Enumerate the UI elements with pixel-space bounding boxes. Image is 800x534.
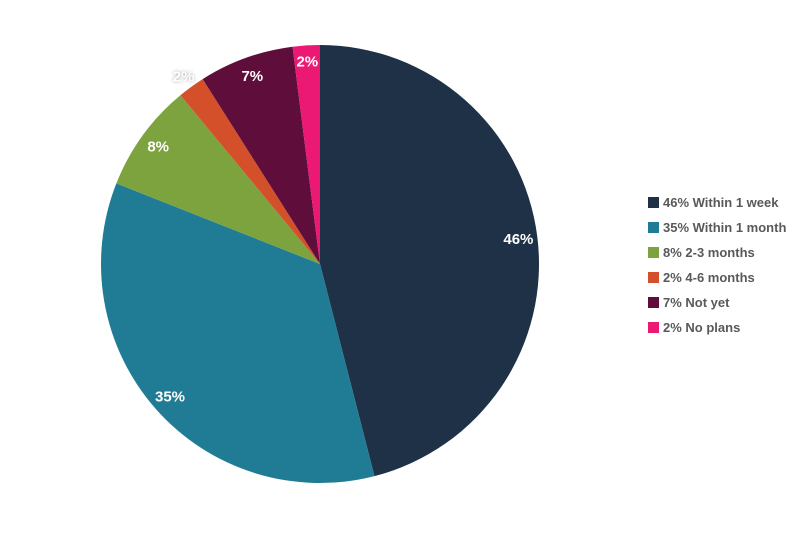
legend-item: 46% Within 1 week: [648, 195, 786, 210]
slice-label-within-1-week: 46%: [503, 231, 533, 248]
legend-swatch-icon: [648, 222, 659, 233]
legend-item: 8% 2-3 months: [648, 245, 786, 260]
legend-swatch-icon: [648, 322, 659, 333]
legend-label: 2% No plans: [663, 320, 741, 335]
slice-label-not-yet: 7%: [241, 68, 263, 85]
pie-slice-no-plans: [292, 45, 320, 264]
legend-label: 46% Within 1 week: [663, 195, 779, 210]
legend-swatch-icon: [648, 197, 659, 208]
legend-label: 7% Not yet: [663, 295, 730, 310]
pie-slice-within-1-week: [320, 45, 539, 477]
legend-item: 35% Within 1 month: [648, 220, 787, 235]
legend-label: 8% 2-3 months: [663, 245, 755, 260]
legend-label: 35% Within 1 month: [663, 220, 787, 235]
pie-slice-not-yet: [202, 46, 320, 265]
legend-item: 2% 4-6 months: [648, 270, 786, 285]
legend-swatch-icon: [648, 297, 659, 308]
slice-label-4-6-months: 2%: [173, 69, 195, 86]
slice-label-within-1-month: 35%: [155, 389, 185, 406]
legend-swatch-icon: [648, 272, 659, 283]
legend: 46% Within 1 week 35% Within 1 month 8% …: [648, 195, 787, 347]
legend-item: 2% No plans: [648, 320, 786, 335]
pie-slice-within-1-month: [101, 183, 375, 483]
legend-swatch-icon: [648, 247, 659, 258]
pie-slice-2-3-months: [116, 95, 320, 264]
slice-label-2-3-months: 8%: [147, 139, 169, 156]
pie-slice-4-6-months: [180, 79, 320, 264]
legend-item: 7% Not yet: [648, 295, 786, 310]
slice-label-no-plans: 2%: [296, 54, 318, 71]
legend-label: 2% 4-6 months: [663, 270, 755, 285]
